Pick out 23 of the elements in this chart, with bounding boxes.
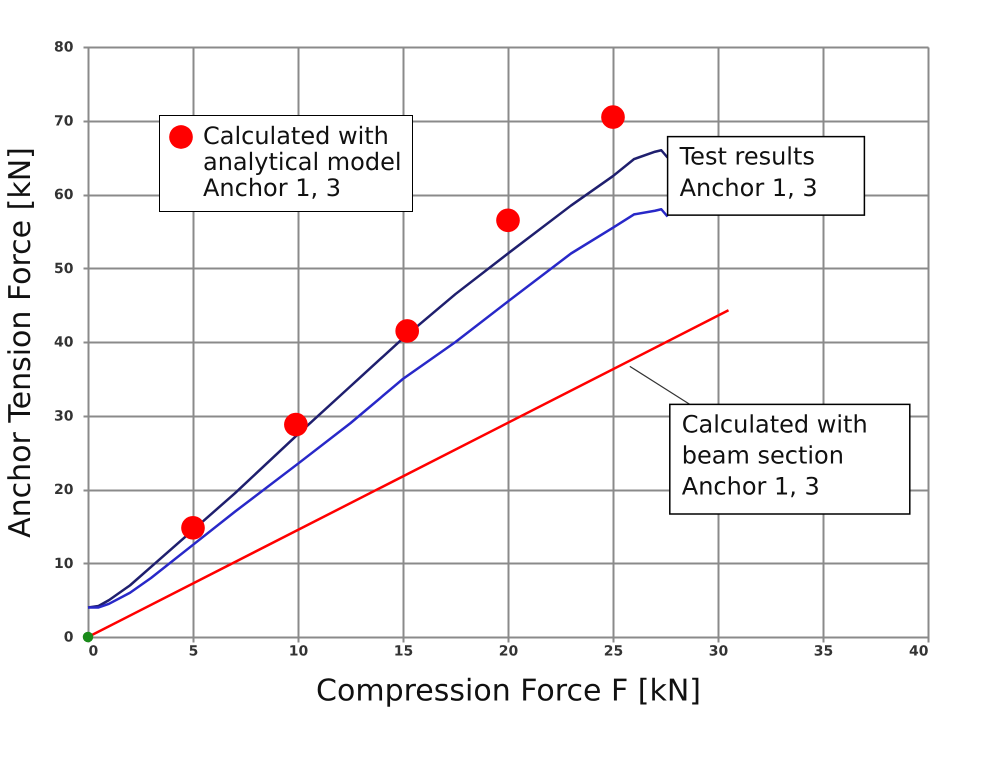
- y-tick-label: 70: [54, 113, 74, 130]
- x-tick-label: 30: [708, 644, 728, 660]
- x-tick-label: 35: [814, 644, 834, 660]
- y-tick-label: 60: [54, 187, 74, 203]
- x-tick-label: 25: [604, 644, 624, 660]
- y-axis-title: Anchor Tension Force [kN]: [3, 147, 38, 538]
- y-tick-label: 0: [64, 630, 74, 646]
- annotation: Test results Anchor 1, 3: [678, 142, 818, 202]
- x-tick-label: 20: [498, 644, 518, 660]
- y-tick-label: 50: [54, 260, 74, 277]
- legend-label: Calculated with analytical model Anchor 1, 3: [203, 122, 402, 202]
- x-tick-label: 5: [188, 644, 198, 660]
- y-tick-label: 40: [54, 334, 74, 350]
- x-tick-label: 40: [909, 644, 929, 660]
- y-tick-label: 20: [54, 482, 74, 498]
- x-tick-label: 15: [394, 644, 414, 660]
- x-axis-title: Compression Force F [kN]: [316, 674, 701, 708]
- y-tick-label: 30: [54, 408, 74, 424]
- x-tick-label: 0: [88, 644, 98, 660]
- y-tick-label: 80: [54, 40, 74, 56]
- x-tick-label: 10: [288, 644, 308, 660]
- y-tick-label: 10: [54, 556, 74, 572]
- annotation: Calculated with beam section Anchor 1, 3: [682, 410, 868, 501]
